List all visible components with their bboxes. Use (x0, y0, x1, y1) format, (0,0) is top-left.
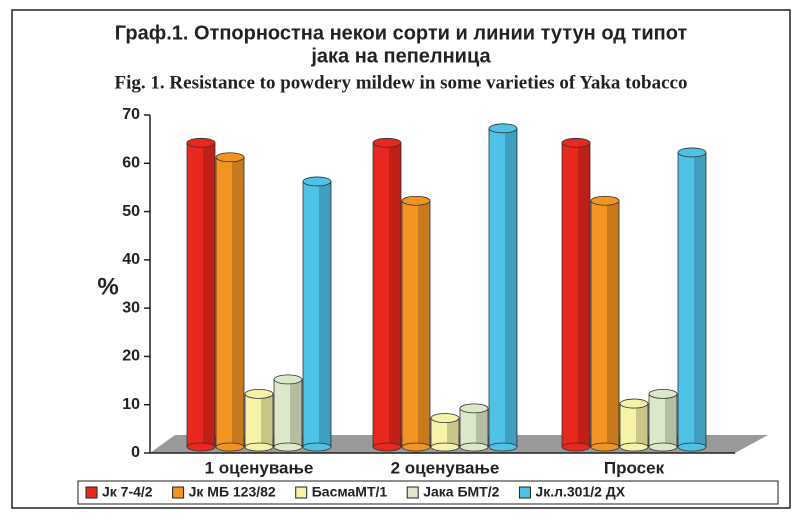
bar-bottom (302, 442, 332, 452)
bar (273, 374, 303, 452)
bar-bottom (372, 442, 402, 452)
bar-bottom (590, 442, 620, 452)
legend-swatch (518, 486, 531, 499)
y-tick-label: 20 (122, 348, 140, 365)
bar (677, 147, 707, 452)
bar-top (459, 403, 489, 414)
bar-shade (694, 152, 706, 447)
bar (488, 123, 518, 452)
bar-body (215, 156, 245, 448)
x-tick-label: 1 оценување (205, 458, 314, 477)
legend-swatch (172, 486, 185, 499)
legend-label: Јк 7-4/2 (102, 484, 153, 500)
bar-bottom (215, 442, 245, 452)
y-tick-label: 60 (122, 155, 140, 172)
y-axis-label: % (97, 273, 118, 300)
bar-shade (476, 408, 488, 447)
bar (244, 388, 274, 452)
bar-shade (636, 403, 648, 447)
chart-title: Граф.1. Отпорностна некои сорти и линии … (115, 22, 688, 44)
bar (186, 137, 216, 452)
bar (215, 152, 245, 452)
y-tick-label: 0 (131, 444, 140, 461)
bar (430, 413, 460, 452)
bar-shade (290, 379, 302, 447)
bar-bottom (488, 442, 518, 452)
bar (372, 137, 402, 452)
bar-shade (203, 142, 215, 448)
bar-bottom (401, 442, 431, 452)
bar-body (401, 200, 431, 448)
bar-bottom (186, 442, 216, 452)
bar-bottom (430, 442, 460, 452)
bar-top (372, 137, 402, 148)
legend-label: Јк.л.301/2 ДХ (535, 484, 625, 500)
bar-bottom (619, 442, 649, 452)
bar-top (561, 137, 591, 148)
bar-bottom (561, 442, 591, 452)
bar-top (590, 195, 620, 206)
y-tick-label: 10 (122, 396, 140, 413)
bar-top (648, 388, 678, 399)
bar-bottom (244, 442, 274, 452)
x-tick-label: Просек (604, 458, 665, 477)
bar-shade (319, 181, 331, 447)
bar-shade (607, 200, 619, 447)
bar-top (186, 137, 216, 148)
legend-swatch (295, 486, 308, 499)
bar (619, 398, 649, 452)
y-tick-label: 50 (122, 203, 140, 220)
bar-body (244, 393, 274, 448)
bar-shade (578, 142, 590, 448)
bar-shade (389, 142, 401, 448)
bar-bottom (677, 442, 707, 452)
bar-shade (447, 418, 459, 447)
bar (401, 195, 431, 452)
bar-shade (418, 200, 430, 447)
bar-shade (665, 393, 677, 447)
bar-top (430, 413, 460, 423)
legend-label: БасмаМТ/1 (312, 484, 388, 500)
chart-title: јака на пепелница (310, 45, 491, 67)
y-tick-label: 70 (122, 106, 140, 123)
bar-body (273, 378, 303, 448)
bar-body (302, 181, 332, 448)
bar (459, 403, 489, 452)
bar-bottom (273, 442, 303, 452)
bar-top (619, 398, 649, 409)
bar (561, 137, 591, 452)
bar-top (401, 195, 431, 206)
bar-top (302, 176, 332, 187)
bar-top (244, 388, 274, 399)
legend-swatch (406, 486, 419, 499)
legend-label: Јака БМТ/2 (423, 484, 499, 500)
bar (302, 176, 332, 452)
bar-body (677, 152, 707, 448)
bar (648, 388, 678, 452)
y-tick-label: 40 (122, 251, 140, 268)
bar (590, 195, 620, 452)
chart-subtitle: Fig. 1. Resistance to powdery mildew in … (115, 72, 688, 93)
legend (77, 480, 779, 505)
bar-body (488, 127, 518, 448)
bar-bottom (648, 442, 678, 452)
bar-shade (261, 393, 273, 447)
bar-top (215, 152, 245, 163)
legend-label: Јк МБ 123/82 (189, 484, 276, 500)
bar-bottom (459, 442, 489, 452)
y-tick-label: 30 (122, 299, 140, 316)
legend-swatch (85, 486, 98, 499)
bar-top (488, 123, 518, 134)
bar-top (273, 374, 303, 385)
bar-shade (232, 157, 244, 448)
bar-body (648, 393, 678, 448)
bar-shade (505, 128, 517, 448)
x-tick-label: 2 оценување (391, 458, 500, 477)
bar-top (677, 147, 707, 158)
